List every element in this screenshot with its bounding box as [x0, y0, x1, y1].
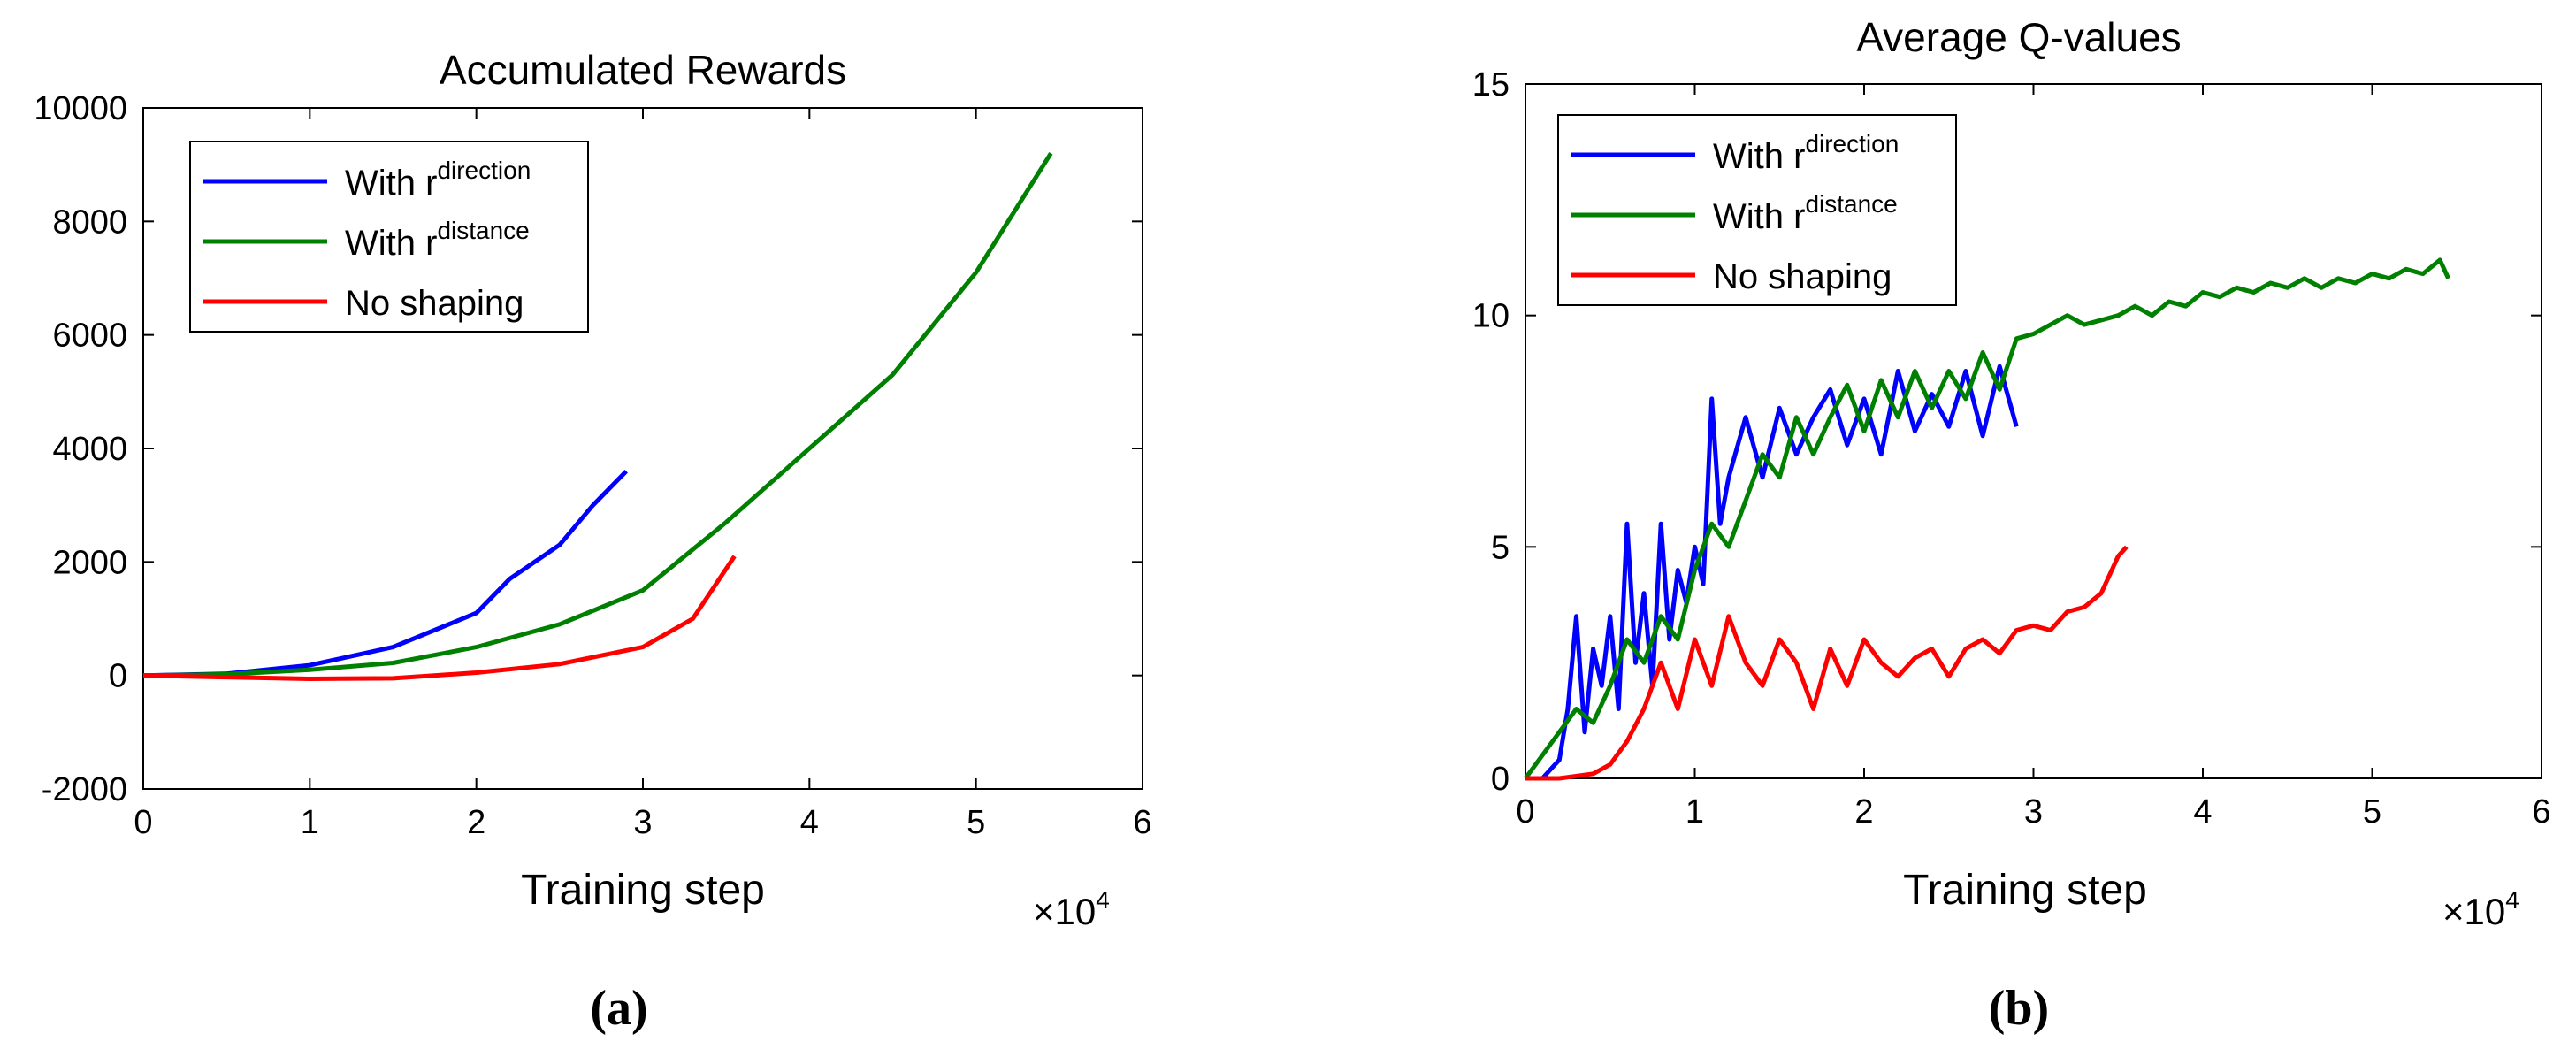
x-tick-label: 1	[1685, 793, 1704, 831]
legend-label-0: With rdirection	[345, 157, 531, 203]
legend-label-superscript: direction	[437, 157, 531, 184]
y-tick-label: -2000	[42, 771, 127, 808]
x-tick-label: 2	[1854, 793, 1873, 831]
x-tick-label: 6	[1133, 804, 1151, 841]
legend-label-text: No shaping	[1713, 257, 1892, 296]
legend-label-0: With rdirection	[1713, 130, 1899, 176]
x-tick-label: 6	[2532, 793, 2550, 831]
x-tick-label: 4	[2193, 793, 2212, 831]
legend-label-2: No shaping	[345, 284, 524, 323]
y-tick-label: 0	[109, 658, 127, 695]
x-tick-label: 1	[301, 804, 319, 841]
y-tick-label: 2000	[52, 544, 127, 581]
series-line-1	[1523, 257, 2450, 780]
series-lines	[1523, 257, 2450, 781]
x-multiplier-exponent: 4	[2505, 886, 2519, 914]
chart-title: Average Q-values	[1856, 14, 2181, 60]
x-tick-label: 3	[633, 804, 652, 841]
x-multiplier-exponent: 4	[1096, 886, 1110, 914]
x-multiplier-label: ×10	[2442, 891, 2505, 932]
x-axis-multiplier: ×104	[2442, 886, 2519, 932]
series-line-2	[142, 555, 737, 681]
axis-ticks: 0 1 2 3 4 5 6 0 5 10 15	[1472, 66, 2551, 831]
x-axis-label: Training step	[521, 867, 765, 914]
legend-label-superscript: distance	[1805, 190, 1897, 218]
caption: (a)	[590, 981, 647, 1036]
y-tick-label: 4000	[52, 431, 127, 468]
legend-label-text: With r	[1713, 137, 1805, 176]
series-line-2	[1525, 545, 2129, 781]
legend-label-superscript: direction	[1805, 130, 1899, 157]
x-axis-multiplier: ×104	[1033, 886, 1110, 932]
legend-label-text: No shaping	[345, 284, 524, 323]
y-tick-label: 5	[1491, 529, 1510, 566]
y-tick-label: 15	[1472, 66, 1510, 103]
x-tick-label: 3	[2024, 793, 2043, 831]
x-axis-label: Training step	[1903, 867, 2147, 914]
x-tick-label: 5	[2363, 793, 2381, 831]
series-lines	[142, 151, 1053, 681]
y-tick-label: 6000	[52, 318, 127, 355]
series-line-0	[1525, 364, 2019, 781]
y-tick-label: 8000	[52, 203, 127, 241]
legend-label-text: With r	[345, 224, 437, 263]
y-tick-label: 0	[1491, 761, 1510, 798]
x-tick-label: 5	[967, 804, 985, 841]
series-line-1	[142, 151, 1053, 678]
x-tick-label: 0	[134, 804, 152, 841]
chart-panel-a: Accumulated Rewards 0 1 2 3 4 5 6-200002000400…	[34, 47, 1151, 1036]
svg-text:×104: ×104	[2442, 886, 2519, 932]
legend-label-2: No shaping	[1713, 257, 1892, 296]
legend-label-1: With rdistance	[1713, 190, 1898, 236]
legend-label-text: With r	[345, 164, 437, 203]
legend-label-superscript: distance	[437, 217, 529, 244]
x-tick-label: 2	[467, 804, 485, 841]
y-tick-label: 10	[1472, 298, 1510, 335]
x-tick-label: 4	[800, 804, 819, 841]
x-tick-label: 0	[1516, 793, 1534, 831]
legend-label-text: With r	[1713, 197, 1805, 236]
y-tick-label: 10000	[34, 90, 127, 127]
chart-title: Accumulated Rewards	[440, 47, 846, 93]
legend-box	[189, 141, 589, 333]
x-multiplier-label: ×10	[1033, 891, 1096, 932]
caption: (b)	[1989, 981, 2049, 1036]
svg-text:×104: ×104	[1033, 886, 1110, 932]
legend-label-1: With rdistance	[345, 217, 530, 263]
